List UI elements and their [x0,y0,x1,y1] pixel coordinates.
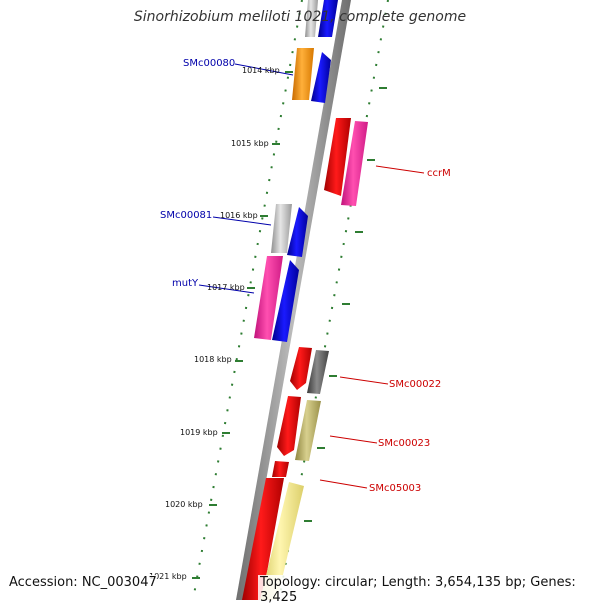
map-title: Sinorhizobium meliloti 1021, complete ge… [133,9,467,25]
scale-label: 1018 kbp [194,355,232,364]
scale-label: 1019 kbp [180,428,218,437]
gene-arrow-red [324,118,351,196]
gene-arrow-red [272,461,289,477]
leader-lines [198,63,425,489]
scale-label: 1021 kbp [149,572,187,581]
gene-arrow-grey [271,204,292,253]
gene-arrow-pink [254,256,283,340]
left-dotted-guide [192,0,303,600]
scale-label: 1017 kbp [207,283,245,292]
gene-arrow-dark-grey [307,350,329,394]
genome-summary-text: Topology: circular; Length: 3,654,135 bp… [258,575,600,605]
gene-arrow-red [277,396,301,456]
scale-label: 1015 kbp [231,139,269,148]
gene-label-SMc00023[interactable]: SMc00023 [378,438,430,449]
right-strand-genes [242,118,368,600]
gene-label-SMc05003[interactable]: SMc05003 [369,483,421,494]
scale-label: 1016 kbp [220,211,258,220]
gene-arrow-blue [272,260,299,342]
gene-label-mutY[interactable]: mutY [172,278,199,289]
gene-arrow-blue [311,52,331,103]
gene-arrow-red [290,347,312,390]
gene-arrow-pink [341,121,368,206]
scale-label: 1014 kbp [242,66,280,75]
gene-label-SMc00080[interactable]: SMc00080 [183,58,235,69]
gene-arrow-olive [295,400,321,461]
gene-arrow-blue [287,207,308,257]
gene-label-ccrM[interactable]: ccrM [427,168,451,179]
left-strand-genes [254,0,338,342]
gene-label-SMc00081[interactable]: SMc00081 [160,210,212,221]
scale-ticks [192,71,387,579]
gene-arrow-grey [305,0,318,37]
gene-arrow-red [242,478,284,600]
scale-label: 1020 kbp [165,500,203,509]
gene-arrow-blue [318,0,338,37]
accession-text: Accession: NC_003047 [9,575,157,590]
gene-arrow-orange [292,48,314,100]
gene-arrow-yellow [260,482,304,600]
gene-label-SMc00022[interactable]: SMc00022 [389,379,441,390]
